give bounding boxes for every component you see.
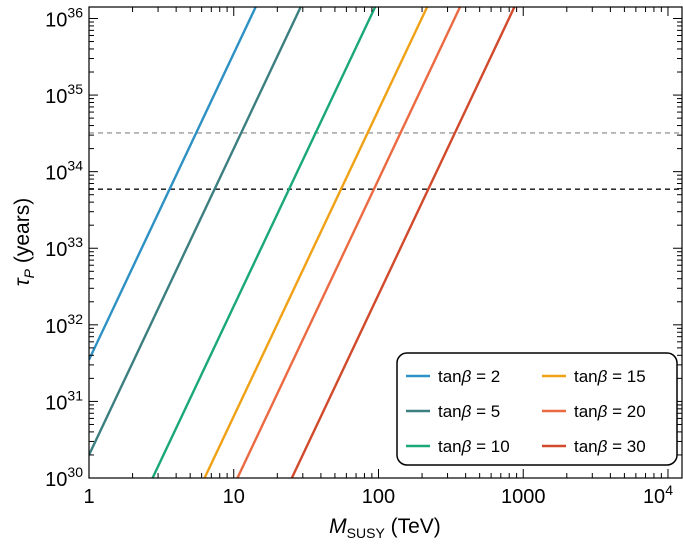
legend-label: tanβ = 2 [438,367,500,386]
y-tick-label: 1035 [45,81,83,108]
legend-label: tanβ = 5 [438,402,500,421]
y-tick-labels: 1030 1031 1032 1033 1034 1035 1036 [45,4,83,491]
legend-items: tanβ = 2 tanβ = 5 tanβ = 10 tanβ = 15 tanβ =… [406,367,646,456]
series-line-5 [236,7,462,478]
x-tick-label: 104 [643,482,673,508]
x-tick-label: 1 [83,486,94,508]
legend-label: tanβ = 15 [574,367,646,386]
series-lines [89,7,516,478]
x-axis-label: MSUSY (TeV) [329,515,441,541]
y-tick-label: 1032 [45,311,83,338]
x-tick-label: 1000 [501,486,546,508]
axis-ticks [88,7,682,479]
y-tick-label: 1030 [45,464,83,491]
reference-lines [89,132,682,190]
y-tick-label: 1033 [45,234,83,261]
legend-label: tanβ = 10 [438,437,510,456]
series-line-6 [290,7,516,478]
legend-item: tanβ = 15 [542,367,646,386]
x-tick-labels: 1 10 100 1000 104 [83,482,673,508]
legend-label: tanβ = 30 [574,437,646,456]
legend-item: tanβ = 20 [542,402,646,421]
plot-frame [88,6,683,479]
legend-item: tanβ = 10 [406,437,510,456]
y-tick-label: 1036 [45,4,83,31]
legend-item: tanβ = 30 [542,437,646,456]
legend-box [396,352,678,466]
x-tick-label: 100 [362,486,395,508]
legend: tanβ = 2 tanβ = 5 tanβ = 10 tanβ = 15 tanβ =… [396,352,678,466]
legend-item: tanβ = 5 [406,402,500,421]
y-tick-label: 1034 [45,158,83,185]
series-line-1 [89,7,257,361]
legend-item: tanβ = 2 [406,367,500,386]
series-line-2 [89,7,302,456]
y-axis-label: τP (years) [11,198,37,286]
x-tick-label: 10 [223,486,245,508]
series-line-4 [203,7,429,478]
legend-label: tanβ = 20 [574,402,646,421]
series-line-3 [151,7,377,478]
y-tick-label: 1031 [45,387,83,414]
